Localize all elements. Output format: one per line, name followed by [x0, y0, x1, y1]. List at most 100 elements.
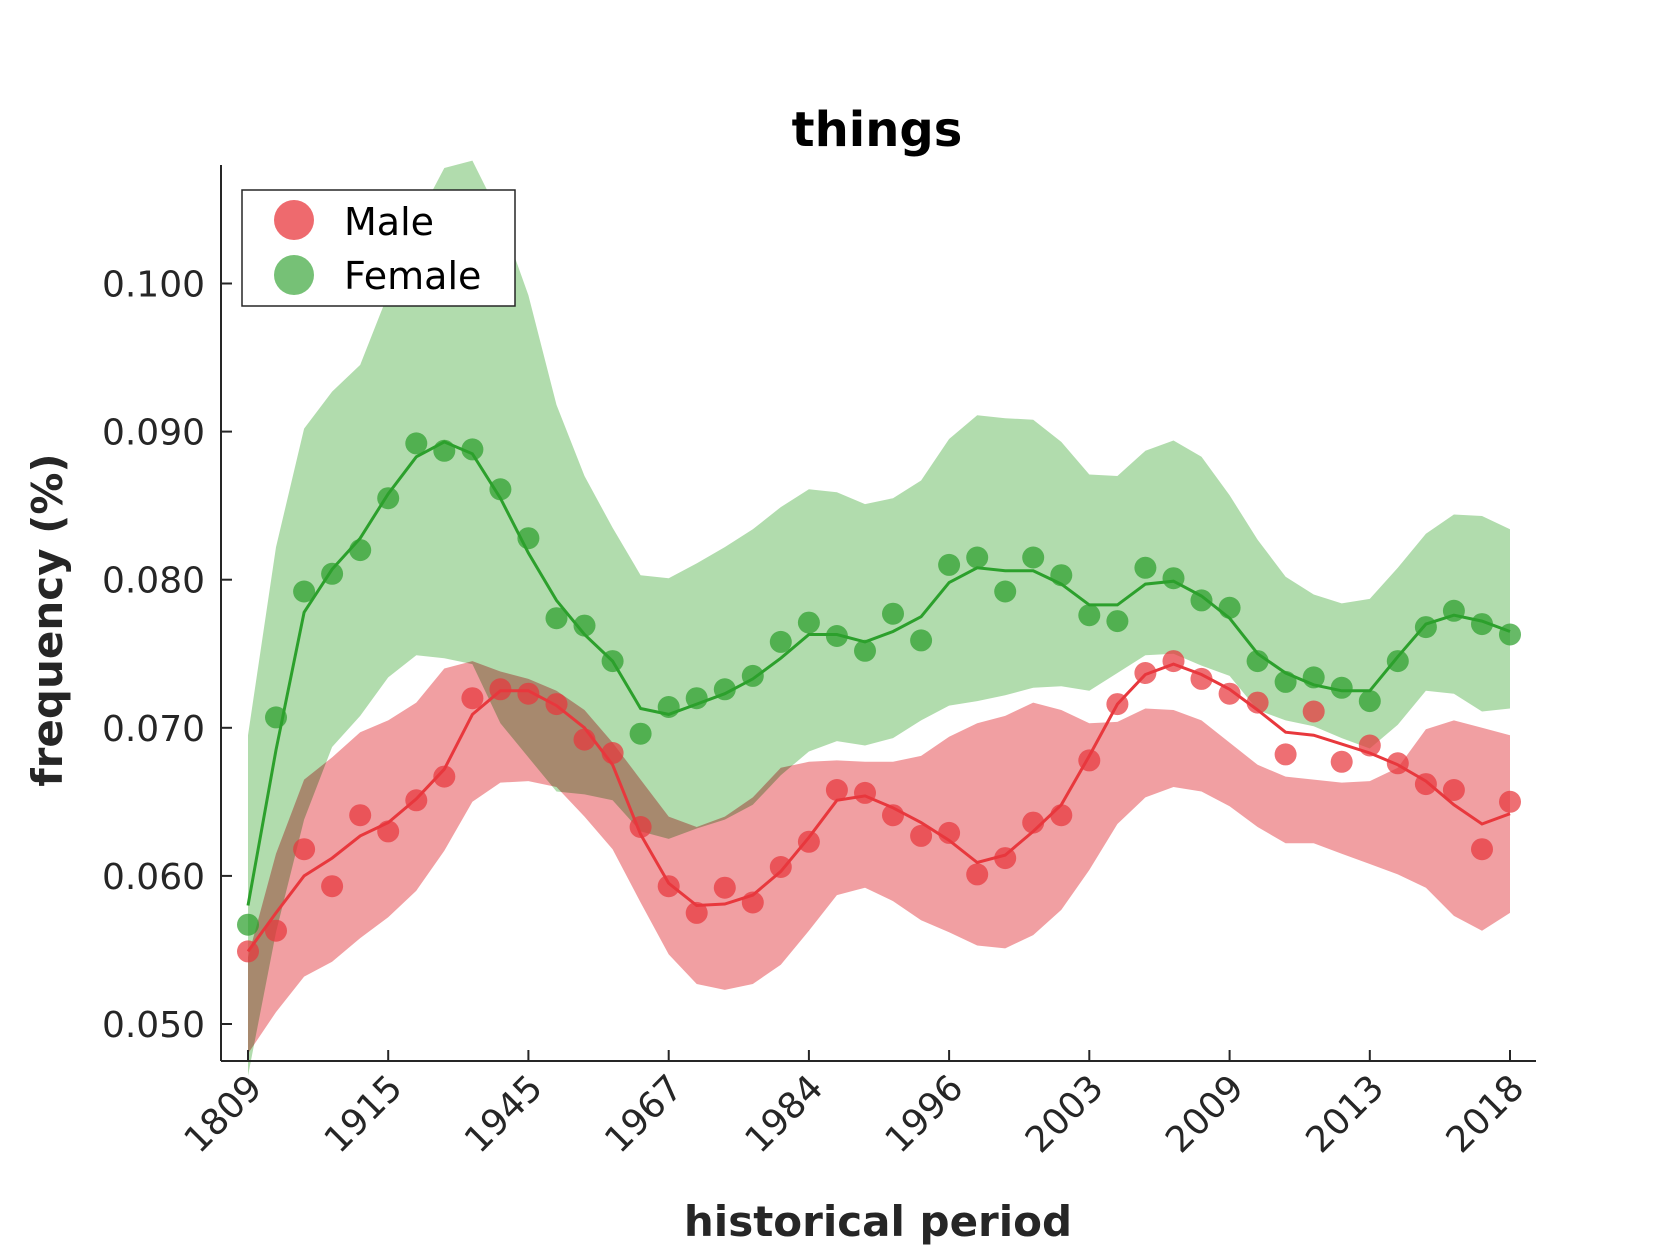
point-male	[573, 728, 596, 751]
x-tick-label: 1996	[878, 1067, 972, 1161]
point-male	[1499, 790, 1521, 813]
point-female	[966, 546, 989, 569]
point-female	[1471, 613, 1493, 636]
point-female	[1499, 623, 1521, 646]
point-male	[1386, 752, 1409, 775]
point-female	[573, 614, 596, 637]
point-male	[1246, 691, 1269, 714]
point-female	[489, 478, 512, 501]
point-male	[1274, 743, 1297, 766]
x-tick-label: 2003	[1018, 1067, 1112, 1161]
point-female	[545, 607, 568, 630]
x-tick-label: 2009	[1158, 1067, 1252, 1161]
point-male	[769, 856, 792, 878]
point-female	[685, 687, 708, 710]
point-male	[629, 816, 652, 838]
point-female	[293, 580, 316, 603]
y-tick-label: 0.060	[102, 857, 205, 898]
y-ticks: 0.050 0.060 0.070 0.080 0.090 0.100	[102, 265, 232, 1046]
axes	[220, 165, 1536, 1062]
y-tick-label: 0.080	[102, 561, 205, 602]
point-female	[741, 664, 764, 687]
x-tick-label: 2018	[1439, 1067, 1533, 1161]
point-female	[433, 439, 456, 462]
legend-marker-male	[274, 200, 314, 240]
point-female	[601, 650, 624, 673]
point-male	[1162, 650, 1185, 673]
legend-label-male: Male	[344, 200, 434, 244]
point-male	[854, 781, 876, 804]
x-tick-label: 1915	[317, 1067, 411, 1161]
point-male	[601, 742, 624, 764]
y-tick-label: 0.050	[102, 1005, 205, 1046]
point-female	[882, 602, 904, 625]
point-male	[1414, 773, 1437, 796]
trend-line-male	[246, 662, 1511, 953]
x-axis-label: historical period	[684, 1197, 1072, 1246]
point-female	[797, 611, 820, 634]
point-female	[237, 913, 259, 936]
point-male	[1471, 838, 1493, 861]
y-tick-label: 0.100	[102, 265, 205, 306]
point-female	[1386, 650, 1409, 673]
point-male	[1190, 667, 1213, 690]
point-female	[1134, 556, 1157, 579]
y-axis-label: frequency (%)	[23, 453, 72, 786]
point-male	[1050, 804, 1073, 827]
point-male	[1218, 682, 1241, 705]
point-male	[237, 940, 259, 963]
point-female	[1274, 670, 1297, 693]
point-male	[1022, 811, 1045, 834]
point-female	[1218, 596, 1241, 619]
point-male	[882, 804, 904, 827]
point-male	[377, 820, 400, 843]
point-female	[657, 696, 680, 718]
point-female	[265, 706, 287, 729]
point-male	[1330, 750, 1353, 773]
point-male	[517, 682, 540, 705]
point-female	[629, 722, 652, 745]
x-tick-label: 1809	[177, 1067, 271, 1161]
point-male	[1134, 662, 1157, 684]
point-male	[797, 830, 820, 853]
x-tick-label: 2013	[1298, 1067, 1392, 1161]
x-tick-label: 1945	[457, 1067, 551, 1161]
point-female	[1246, 650, 1269, 673]
point-male	[349, 804, 372, 827]
point-female	[1358, 690, 1381, 713]
point-female	[1302, 666, 1325, 689]
point-male	[321, 875, 344, 898]
chart-title: things	[792, 102, 963, 158]
point-male	[966, 863, 989, 886]
point-female	[769, 630, 792, 653]
point-male	[938, 821, 961, 844]
data-points	[237, 432, 1521, 963]
point-female	[1442, 599, 1465, 622]
point-female	[517, 527, 540, 550]
point-male	[1078, 749, 1101, 772]
point-male	[910, 824, 933, 847]
point-female	[1190, 589, 1213, 612]
x-ticks: 1809 1915 1945 1967 1984 1996 2003 2009 2013 2018	[177, 1050, 1533, 1161]
point-male	[741, 891, 764, 914]
point-female	[1414, 616, 1437, 639]
point-male	[265, 919, 287, 942]
point-female	[461, 438, 484, 461]
point-male	[293, 838, 316, 861]
point-female	[1022, 546, 1045, 569]
point-female	[1162, 567, 1185, 590]
confidence-bands	[248, 160, 1510, 1076]
legend: Male Female	[241, 189, 516, 307]
point-male	[713, 876, 736, 899]
point-male	[1358, 734, 1381, 757]
x-tick-label: 1967	[597, 1067, 691, 1161]
point-female	[1106, 610, 1129, 633]
point-male	[433, 765, 456, 788]
point-female	[938, 553, 961, 576]
x-tick-label: 1984	[737, 1067, 831, 1161]
point-female	[349, 539, 372, 562]
legend-label-female: Female	[344, 254, 481, 298]
y-tick-label: 0.090	[102, 413, 205, 454]
point-male	[1302, 700, 1325, 723]
